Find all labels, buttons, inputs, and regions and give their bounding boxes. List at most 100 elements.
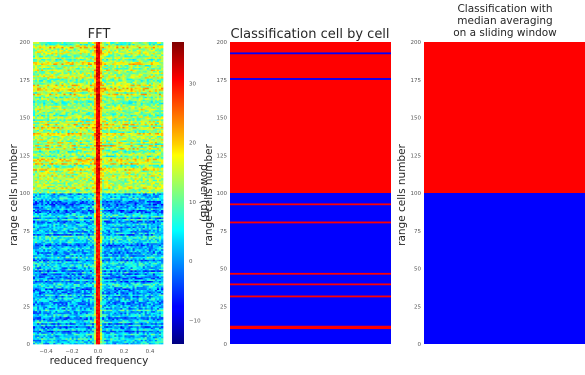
fft-cell bbox=[55, 238, 58, 241]
fft-cell bbox=[73, 327, 77, 330]
fft-cell bbox=[41, 229, 44, 232]
fft-cell bbox=[57, 282, 60, 284]
fft-cell bbox=[110, 232, 113, 235]
fft-cell bbox=[126, 342, 129, 345]
fft-cell bbox=[75, 307, 79, 310]
fft-cell bbox=[33, 273, 36, 275]
fft-cell bbox=[85, 297, 89, 300]
fft-cell bbox=[41, 312, 44, 315]
fft-cell bbox=[106, 285, 109, 287]
fft-cell bbox=[37, 282, 40, 284]
fft-cell bbox=[79, 301, 83, 304]
fft-cell bbox=[51, 277, 54, 280]
fft-cell bbox=[124, 248, 127, 251]
fft-cell bbox=[128, 337, 131, 340]
fft-cell bbox=[108, 319, 111, 322]
fft-cell bbox=[71, 312, 74, 315]
fft-cell bbox=[89, 277, 93, 280]
fft-cell bbox=[75, 279, 79, 281]
fft-cell bbox=[152, 301, 156, 304]
fft-cell bbox=[160, 334, 164, 337]
fft-cell bbox=[43, 330, 46, 333]
fft-cell bbox=[63, 289, 66, 292]
fft-cell bbox=[140, 259, 144, 262]
fft-cell bbox=[45, 251, 48, 254]
fft-cell bbox=[53, 276, 56, 278]
fft-cell bbox=[67, 342, 70, 345]
fft-cell bbox=[112, 337, 115, 340]
fft-cell bbox=[35, 244, 38, 247]
fft-cell bbox=[132, 297, 135, 300]
fft-cell bbox=[122, 328, 125, 331]
fft-cell bbox=[100, 244, 103, 247]
fft-cell bbox=[128, 244, 131, 247]
fft-cell bbox=[79, 242, 83, 245]
fft-cell bbox=[63, 337, 66, 340]
fft-cell bbox=[130, 337, 133, 340]
fft-cell bbox=[79, 235, 83, 238]
fft-cell bbox=[160, 304, 164, 307]
fft-cell bbox=[110, 273, 113, 275]
fft-cell bbox=[134, 289, 137, 292]
fft-cell bbox=[102, 245, 105, 248]
fft-cell bbox=[67, 312, 70, 315]
fft-cell bbox=[73, 263, 77, 266]
fft-cell bbox=[69, 342, 72, 345]
fft-cell bbox=[65, 227, 68, 230]
fft-cell bbox=[35, 328, 38, 331]
fft-cell bbox=[63, 333, 66, 336]
fft-cell bbox=[61, 227, 64, 230]
fft-cell bbox=[67, 319, 70, 322]
fft-cell bbox=[126, 286, 129, 289]
fft-cell bbox=[106, 235, 109, 238]
fft-cell bbox=[102, 271, 105, 274]
fft-cell bbox=[136, 289, 139, 292]
fft-cell bbox=[69, 285, 72, 287]
fft-cell bbox=[144, 295, 148, 298]
fft-cell bbox=[71, 270, 74, 272]
fft-cell bbox=[53, 306, 56, 309]
fft-cell bbox=[150, 336, 154, 339]
fft-cell bbox=[79, 316, 83, 319]
fft-cell bbox=[67, 236, 70, 239]
fft-cell bbox=[110, 304, 113, 307]
fft-cell bbox=[63, 282, 66, 284]
fft-cell bbox=[154, 324, 158, 327]
fft-cell bbox=[132, 257, 135, 260]
fft-cell bbox=[98, 248, 101, 251]
fft-cell bbox=[91, 294, 95, 297]
fft-cell bbox=[102, 266, 105, 269]
fft-cell bbox=[33, 263, 36, 266]
fft-cell bbox=[45, 238, 48, 241]
fft-cell bbox=[116, 301, 119, 304]
fft-cell bbox=[45, 232, 48, 235]
fft-cell bbox=[104, 241, 107, 244]
fft-cell bbox=[87, 259, 91, 262]
fft-cell bbox=[79, 334, 83, 337]
fft-cell bbox=[47, 260, 50, 263]
fft-cell bbox=[73, 322, 77, 325]
fft-cell bbox=[114, 312, 117, 315]
fft-cell bbox=[124, 245, 127, 248]
fft-cell bbox=[138, 310, 142, 313]
fft-cell bbox=[37, 283, 40, 286]
fft-cell bbox=[59, 318, 62, 321]
fft-cell bbox=[73, 245, 77, 248]
fft-cell bbox=[35, 318, 38, 321]
fft-cell bbox=[83, 241, 87, 244]
fft-cell bbox=[136, 232, 139, 235]
fft-cell bbox=[158, 339, 162, 342]
fft-cell bbox=[160, 331, 164, 334]
fft-cell bbox=[160, 260, 164, 263]
fft-cell bbox=[140, 247, 144, 250]
fft-cell bbox=[112, 298, 115, 301]
fft-cell bbox=[53, 327, 56, 330]
fft-cell bbox=[136, 337, 139, 340]
fft-cell bbox=[51, 307, 54, 310]
fft-cell bbox=[126, 260, 129, 263]
fft-cell bbox=[73, 233, 77, 236]
fft-cell bbox=[37, 256, 40, 259]
fft-cell bbox=[71, 339, 74, 342]
fft-cell bbox=[124, 301, 127, 304]
fft-cell bbox=[132, 309, 135, 312]
